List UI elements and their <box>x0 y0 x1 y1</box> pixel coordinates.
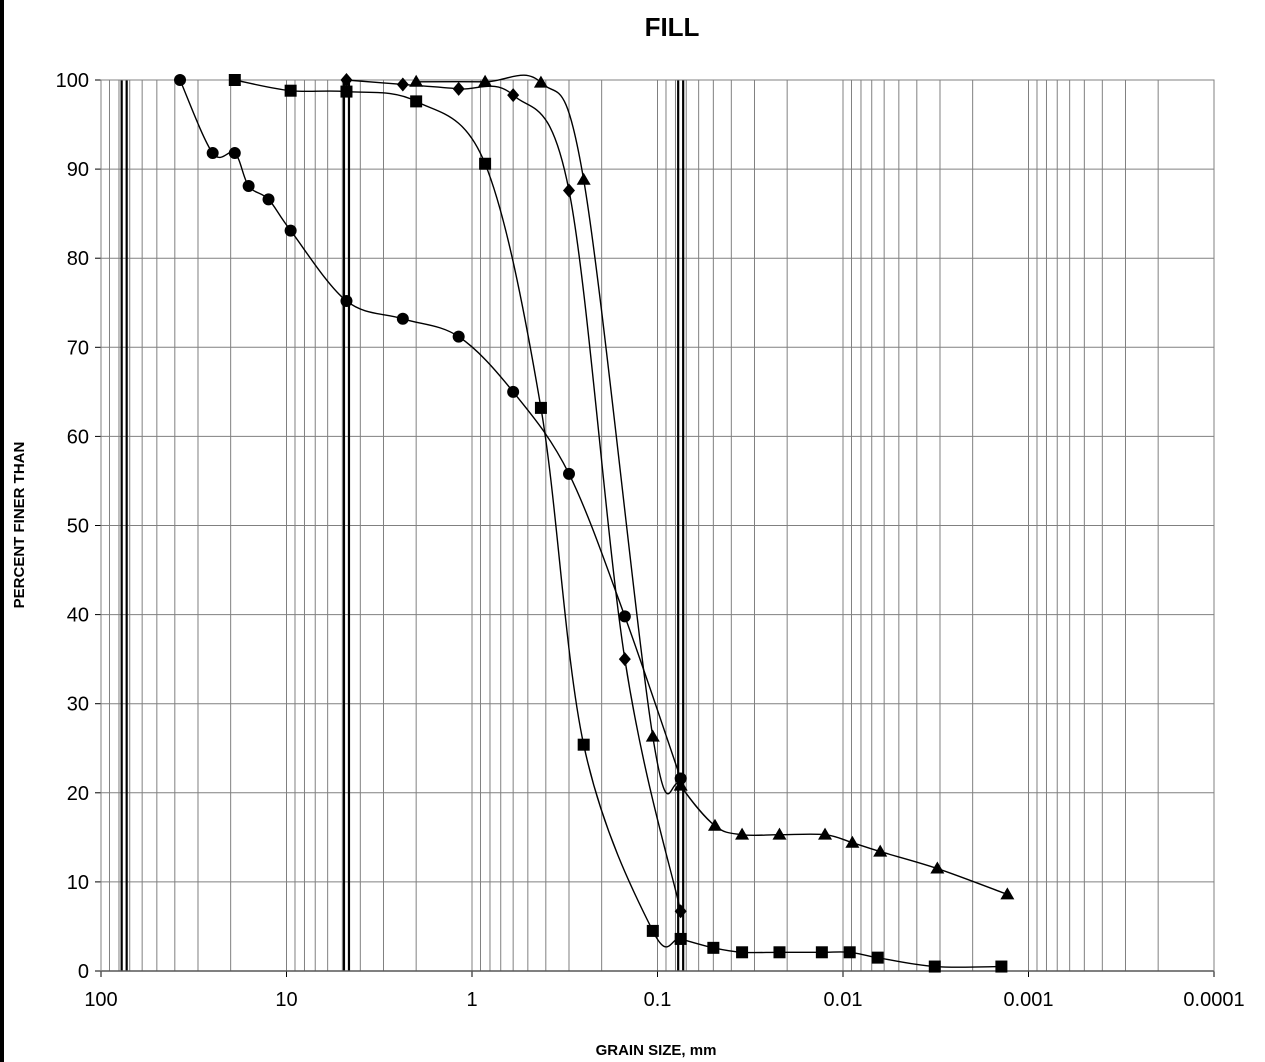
square-point <box>707 941 720 954</box>
circle-point <box>674 772 687 785</box>
square-point <box>534 401 547 414</box>
triangle-point <box>576 172 591 185</box>
diamond-point <box>562 183 575 198</box>
x-tick-label: 10 <box>275 989 297 1011</box>
triangle-point <box>645 729 660 742</box>
diamond-series <box>340 73 687 919</box>
circle-point <box>618 610 631 623</box>
square-point <box>928 960 941 973</box>
diamond-point <box>674 904 687 919</box>
square-point <box>843 946 856 959</box>
square-point <box>646 924 659 937</box>
square-point <box>410 95 423 108</box>
y-tick-label: 30 <box>67 694 89 716</box>
square-point <box>479 157 492 170</box>
y-tick-label: 60 <box>67 426 89 448</box>
triangle-point <box>818 827 833 840</box>
triangle-point <box>673 778 688 791</box>
circle-point <box>507 385 520 398</box>
circle-point <box>174 74 187 86</box>
circle-point <box>262 193 275 206</box>
x-axis-label: GRAIN SIZE, mm <box>596 1042 717 1059</box>
circle-point <box>242 180 255 193</box>
x-tick-label: 0.001 <box>1003 989 1053 1011</box>
circle-point <box>396 312 409 325</box>
triangle-point <box>1000 887 1015 900</box>
circle-point <box>452 330 465 343</box>
series-group <box>174 73 1015 973</box>
circle-series-line <box>179 79 682 779</box>
diamond-point <box>618 652 631 667</box>
triangle-point <box>533 75 548 88</box>
y-tick-label: 10 <box>67 872 89 894</box>
square-point <box>674 932 687 945</box>
diamond-point <box>396 77 409 92</box>
triangle-point <box>873 844 888 857</box>
y-tick-label: 50 <box>67 516 89 538</box>
diamond-point <box>452 81 465 96</box>
y-tick-label: 80 <box>67 248 89 270</box>
diamond-series-line <box>346 79 682 912</box>
reference-lines <box>120 80 685 971</box>
square-series <box>228 74 1008 973</box>
y-axis-label: PERCENT FINER THAN <box>11 442 28 609</box>
square-point <box>284 84 297 97</box>
circle-series <box>174 74 687 785</box>
circle-point <box>340 294 353 307</box>
y-tick-label: 70 <box>67 337 89 359</box>
y-tick-label: 20 <box>67 783 89 805</box>
square-point <box>773 946 786 959</box>
triangle-point <box>772 827 787 840</box>
y-tick-label: 40 <box>67 605 89 627</box>
square-point <box>228 74 241 86</box>
square-point <box>736 946 749 959</box>
square-point <box>340 85 353 98</box>
chart-title: FILL <box>645 12 700 42</box>
square-point <box>871 951 884 964</box>
circle-point <box>228 147 241 160</box>
triangle-point <box>845 835 860 848</box>
y-tick-label: 90 <box>67 159 89 181</box>
y-tick-label: 0 <box>78 961 89 983</box>
triangle-series-line <box>416 74 1008 896</box>
triangle-point <box>707 818 722 831</box>
triangle-point <box>409 74 424 87</box>
grid <box>95 79 1215 977</box>
square-point <box>577 738 590 751</box>
y-tick-labels: 0 10 20 30 40 50 60 70 80 90 100 <box>56 70 89 983</box>
triangle-series <box>409 74 1015 900</box>
diamond-point <box>340 73 353 87</box>
x-tick-label: 0.01 <box>824 989 863 1011</box>
triangle-point <box>735 827 750 840</box>
x-tick-labels: 100 10 1 0.1 0.01 0.001 0.0001 <box>84 989 1244 1011</box>
square-point <box>815 946 828 959</box>
x-tick-label: 0.0001 <box>1183 989 1244 1011</box>
y-tick-label: 100 <box>56 70 89 92</box>
square-point <box>995 960 1008 973</box>
diamond-point <box>507 88 520 103</box>
x-tick-label: 1 <box>466 989 477 1011</box>
circle-point <box>562 467 575 480</box>
triangle-point <box>930 861 945 874</box>
circle-point <box>206 147 219 160</box>
x-tick-label: 0.1 <box>644 989 672 1011</box>
circle-point <box>284 224 297 237</box>
left-border-rule <box>0 0 4 1062</box>
plot-frame <box>100 79 1215 972</box>
triangle-point <box>478 74 493 87</box>
x-tick-label: 100 <box>84 989 117 1011</box>
